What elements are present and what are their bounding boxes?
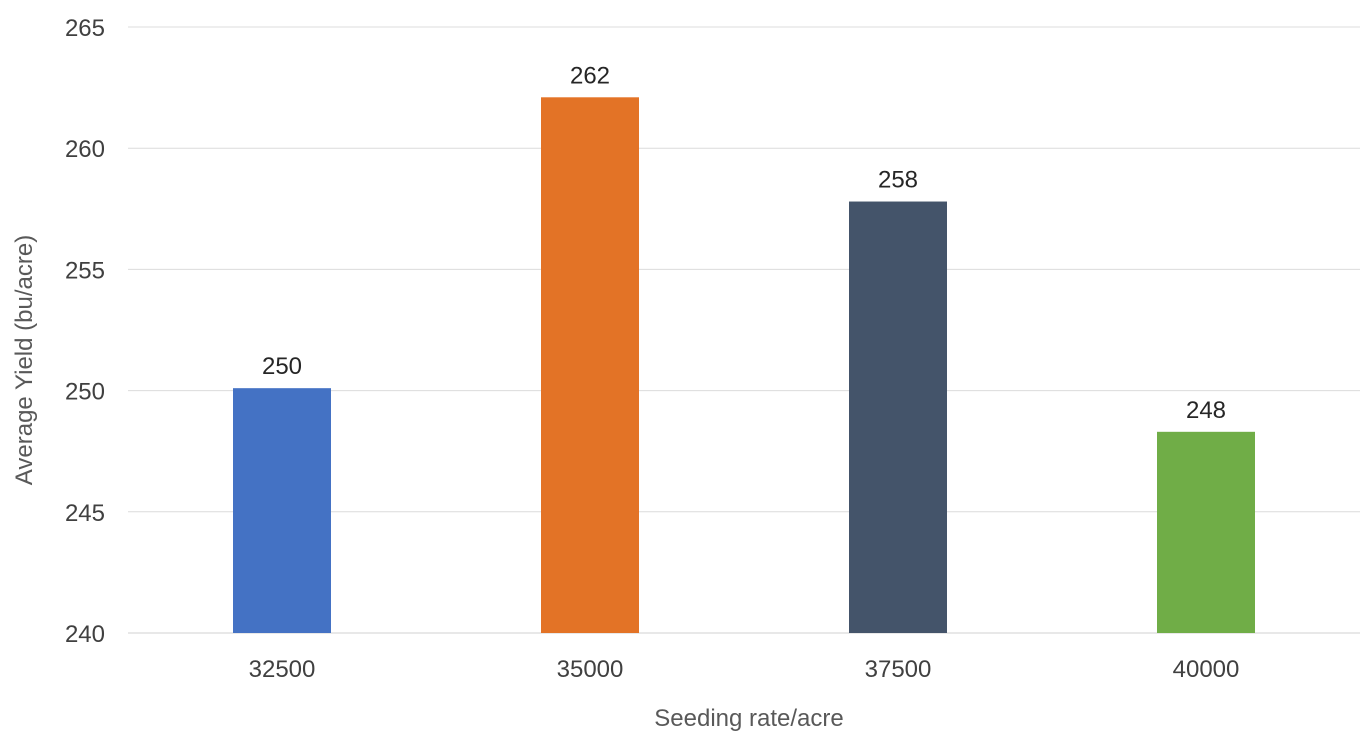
y-axis-title: Average Yield (bu/acre) — [11, 235, 38, 485]
bar-35000 — [541, 97, 639, 633]
data-labels: 250 262 258 248 — [262, 62, 1226, 424]
y-tick-label: 245 — [65, 500, 105, 527]
gridlines — [128, 26, 1360, 634]
bars — [233, 97, 1255, 633]
data-label-37500: 258 — [878, 167, 918, 194]
y-tick-label: 255 — [65, 257, 105, 284]
bar-40000 — [1157, 431, 1255, 633]
data-label-35000: 262 — [570, 62, 610, 89]
y-tick-label: 260 — [65, 136, 105, 163]
x-tick-label: 37500 — [865, 656, 932, 683]
x-axis-ticks: 32500 35000 37500 40000 — [249, 656, 1240, 683]
x-tick-label: 32500 — [249, 656, 316, 683]
y-axis-ticks: 240 245 250 255 260 265 — [65, 15, 105, 648]
x-tick-label: 35000 — [557, 656, 624, 683]
y-tick-label: 240 — [65, 621, 105, 648]
y-tick-label: 250 — [65, 379, 105, 406]
y-tick-label: 265 — [65, 15, 105, 42]
data-label-40000: 248 — [1186, 397, 1226, 424]
bar-37500 — [849, 201, 947, 633]
x-axis-title: Seeding rate/acre — [654, 705, 843, 731]
data-label-32500: 250 — [262, 353, 302, 380]
x-tick-label: 40000 — [1173, 656, 1240, 683]
bar-32500 — [233, 388, 331, 633]
